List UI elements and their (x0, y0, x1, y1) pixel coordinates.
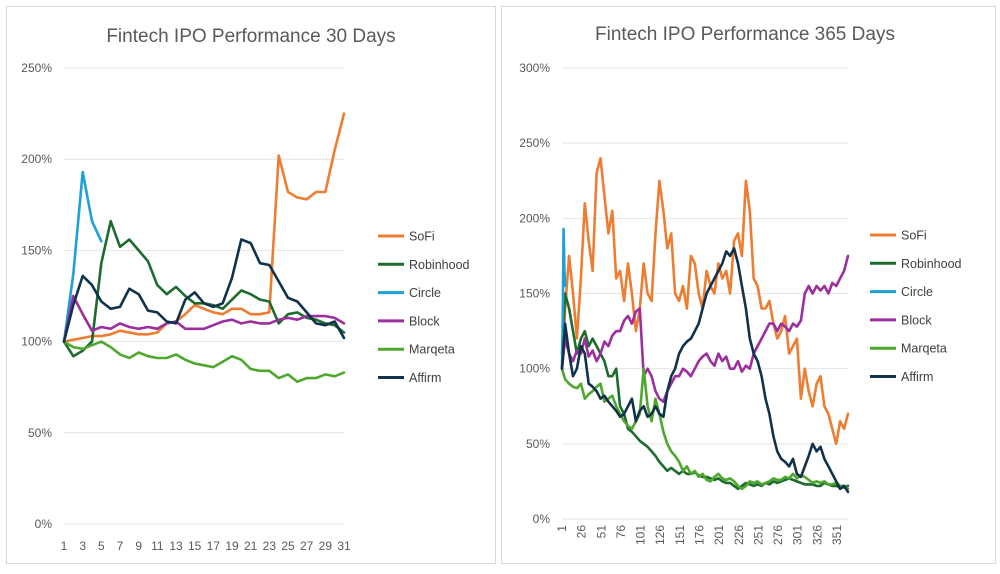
legend-label-marqeta: Marqeta (409, 343, 455, 357)
x-tick-label: 101 (634, 525, 648, 545)
series-layer (560, 156, 850, 494)
y-tick-label: 150% (21, 243, 52, 257)
series-line-sofi (62, 112, 346, 343)
x-tick-label: 126 (653, 525, 667, 545)
chart-frame (6, 6, 496, 564)
legend: SoFi Robinhood Circle Block Marqeta Affirm (870, 229, 962, 384)
legend-label-robinhood: Robinhood (901, 257, 962, 271)
chart-title: Fintech IPO Performance 30 Days (106, 26, 395, 47)
y-tick-label: 300% (519, 61, 550, 75)
legend-label-marqeta: Marqeta (901, 342, 947, 356)
legend-label-sofi: SoFi (409, 230, 435, 244)
series-line-circle (62, 170, 103, 343)
x-tick-label: 76 (614, 525, 628, 539)
y-tick-label: 0% (35, 517, 53, 531)
y-tick-label: 50% (526, 437, 550, 451)
y-tick-label: 150% (519, 287, 550, 301)
x-tick-label: 5 (98, 539, 105, 553)
y-tick-label: 250% (21, 61, 52, 75)
legend-label-sofi: SoFi (901, 229, 927, 243)
x-tick-label: 27 (300, 539, 314, 553)
x-tick-label: 1 (61, 539, 68, 553)
x-axis: 1 26 51 76 101 126 151 176 201 226 251 276 301 326 351 (555, 525, 844, 545)
x-tick-label: 51 (594, 525, 608, 539)
chart-30-days: Fintech IPO Performance 30 Days 0% 50% 100… (6, 6, 496, 564)
y-tick-label: 100% (519, 362, 550, 376)
series-layer (62, 112, 346, 384)
x-tick-label: 21 (244, 539, 258, 553)
series-line-block (560, 254, 850, 404)
x-tick-label: 201 (712, 525, 726, 545)
y-tick-label: 200% (519, 211, 550, 225)
y-tick-label: 50% (28, 426, 52, 440)
series-line-affirm (560, 247, 850, 494)
x-tick-label: 226 (732, 525, 746, 545)
y-axis: 0% 50% 100% 150% 200% 250% (21, 61, 52, 531)
series-line-marqeta (62, 340, 346, 384)
grid-layer (64, 67, 344, 525)
x-tick-label: 1 (555, 525, 569, 532)
x-tick-label: 151 (673, 525, 687, 545)
legend-label-circle: Circle (409, 286, 441, 300)
y-axis: 0% 50% 100% 150% 200% 250% 300% (519, 61, 550, 526)
x-tick-label: 13 (169, 539, 183, 553)
x-tick-label: 15 (188, 539, 202, 553)
x-tick-label: 326 (810, 525, 824, 545)
y-tick-label: 200% (21, 152, 52, 166)
x-tick-label: 17 (207, 539, 221, 553)
legend-label-block: Block (901, 313, 932, 327)
legend-label-affirm: Affirm (901, 370, 933, 384)
x-tick-label: 351 (830, 525, 844, 545)
legend-label-affirm: Affirm (409, 371, 441, 385)
y-tick-label: 100% (21, 335, 52, 349)
y-tick-label: 0% (533, 512, 551, 526)
x-tick-label: 176 (693, 525, 707, 545)
x-tick-label: 23 (263, 539, 277, 553)
series-line-circle (560, 227, 567, 371)
grid-layer (562, 67, 848, 520)
chart-title: Fintech IPO Performance 365 Days (595, 24, 895, 45)
chart-365-days: Fintech IPO Performance 365 Days 0% 50% 10… (501, 6, 996, 564)
x-axis: 1 3 5 7 9 11 13 15 17 19 21 23 25 27 29 31 (61, 539, 351, 553)
x-tick-label: 7 (117, 539, 124, 553)
x-tick-label: 301 (791, 525, 805, 545)
legend: SoFi Robinhood Circle Block Marqeta Affirm (378, 230, 470, 385)
chart-frame (501, 6, 996, 564)
legend-label-robinhood: Robinhood (409, 258, 470, 272)
x-tick-label: 26 (575, 525, 589, 539)
x-tick-label: 251 (751, 525, 765, 545)
x-tick-label: 25 (281, 539, 295, 553)
x-tick-label: 29 (319, 539, 333, 553)
series-line-sofi (560, 156, 850, 446)
legend-label-block: Block (409, 314, 440, 328)
legend-label-circle: Circle (901, 285, 933, 299)
y-tick-label: 250% (519, 136, 550, 150)
x-tick-label: 11 (151, 539, 164, 553)
x-tick-label: 19 (225, 539, 239, 553)
series-line-affirm (62, 238, 346, 343)
x-tick-label: 3 (79, 539, 86, 553)
x-tick-label: 31 (337, 539, 351, 553)
series-line-block (62, 294, 346, 343)
x-tick-label: 9 (135, 539, 142, 553)
x-tick-label: 276 (771, 525, 785, 545)
